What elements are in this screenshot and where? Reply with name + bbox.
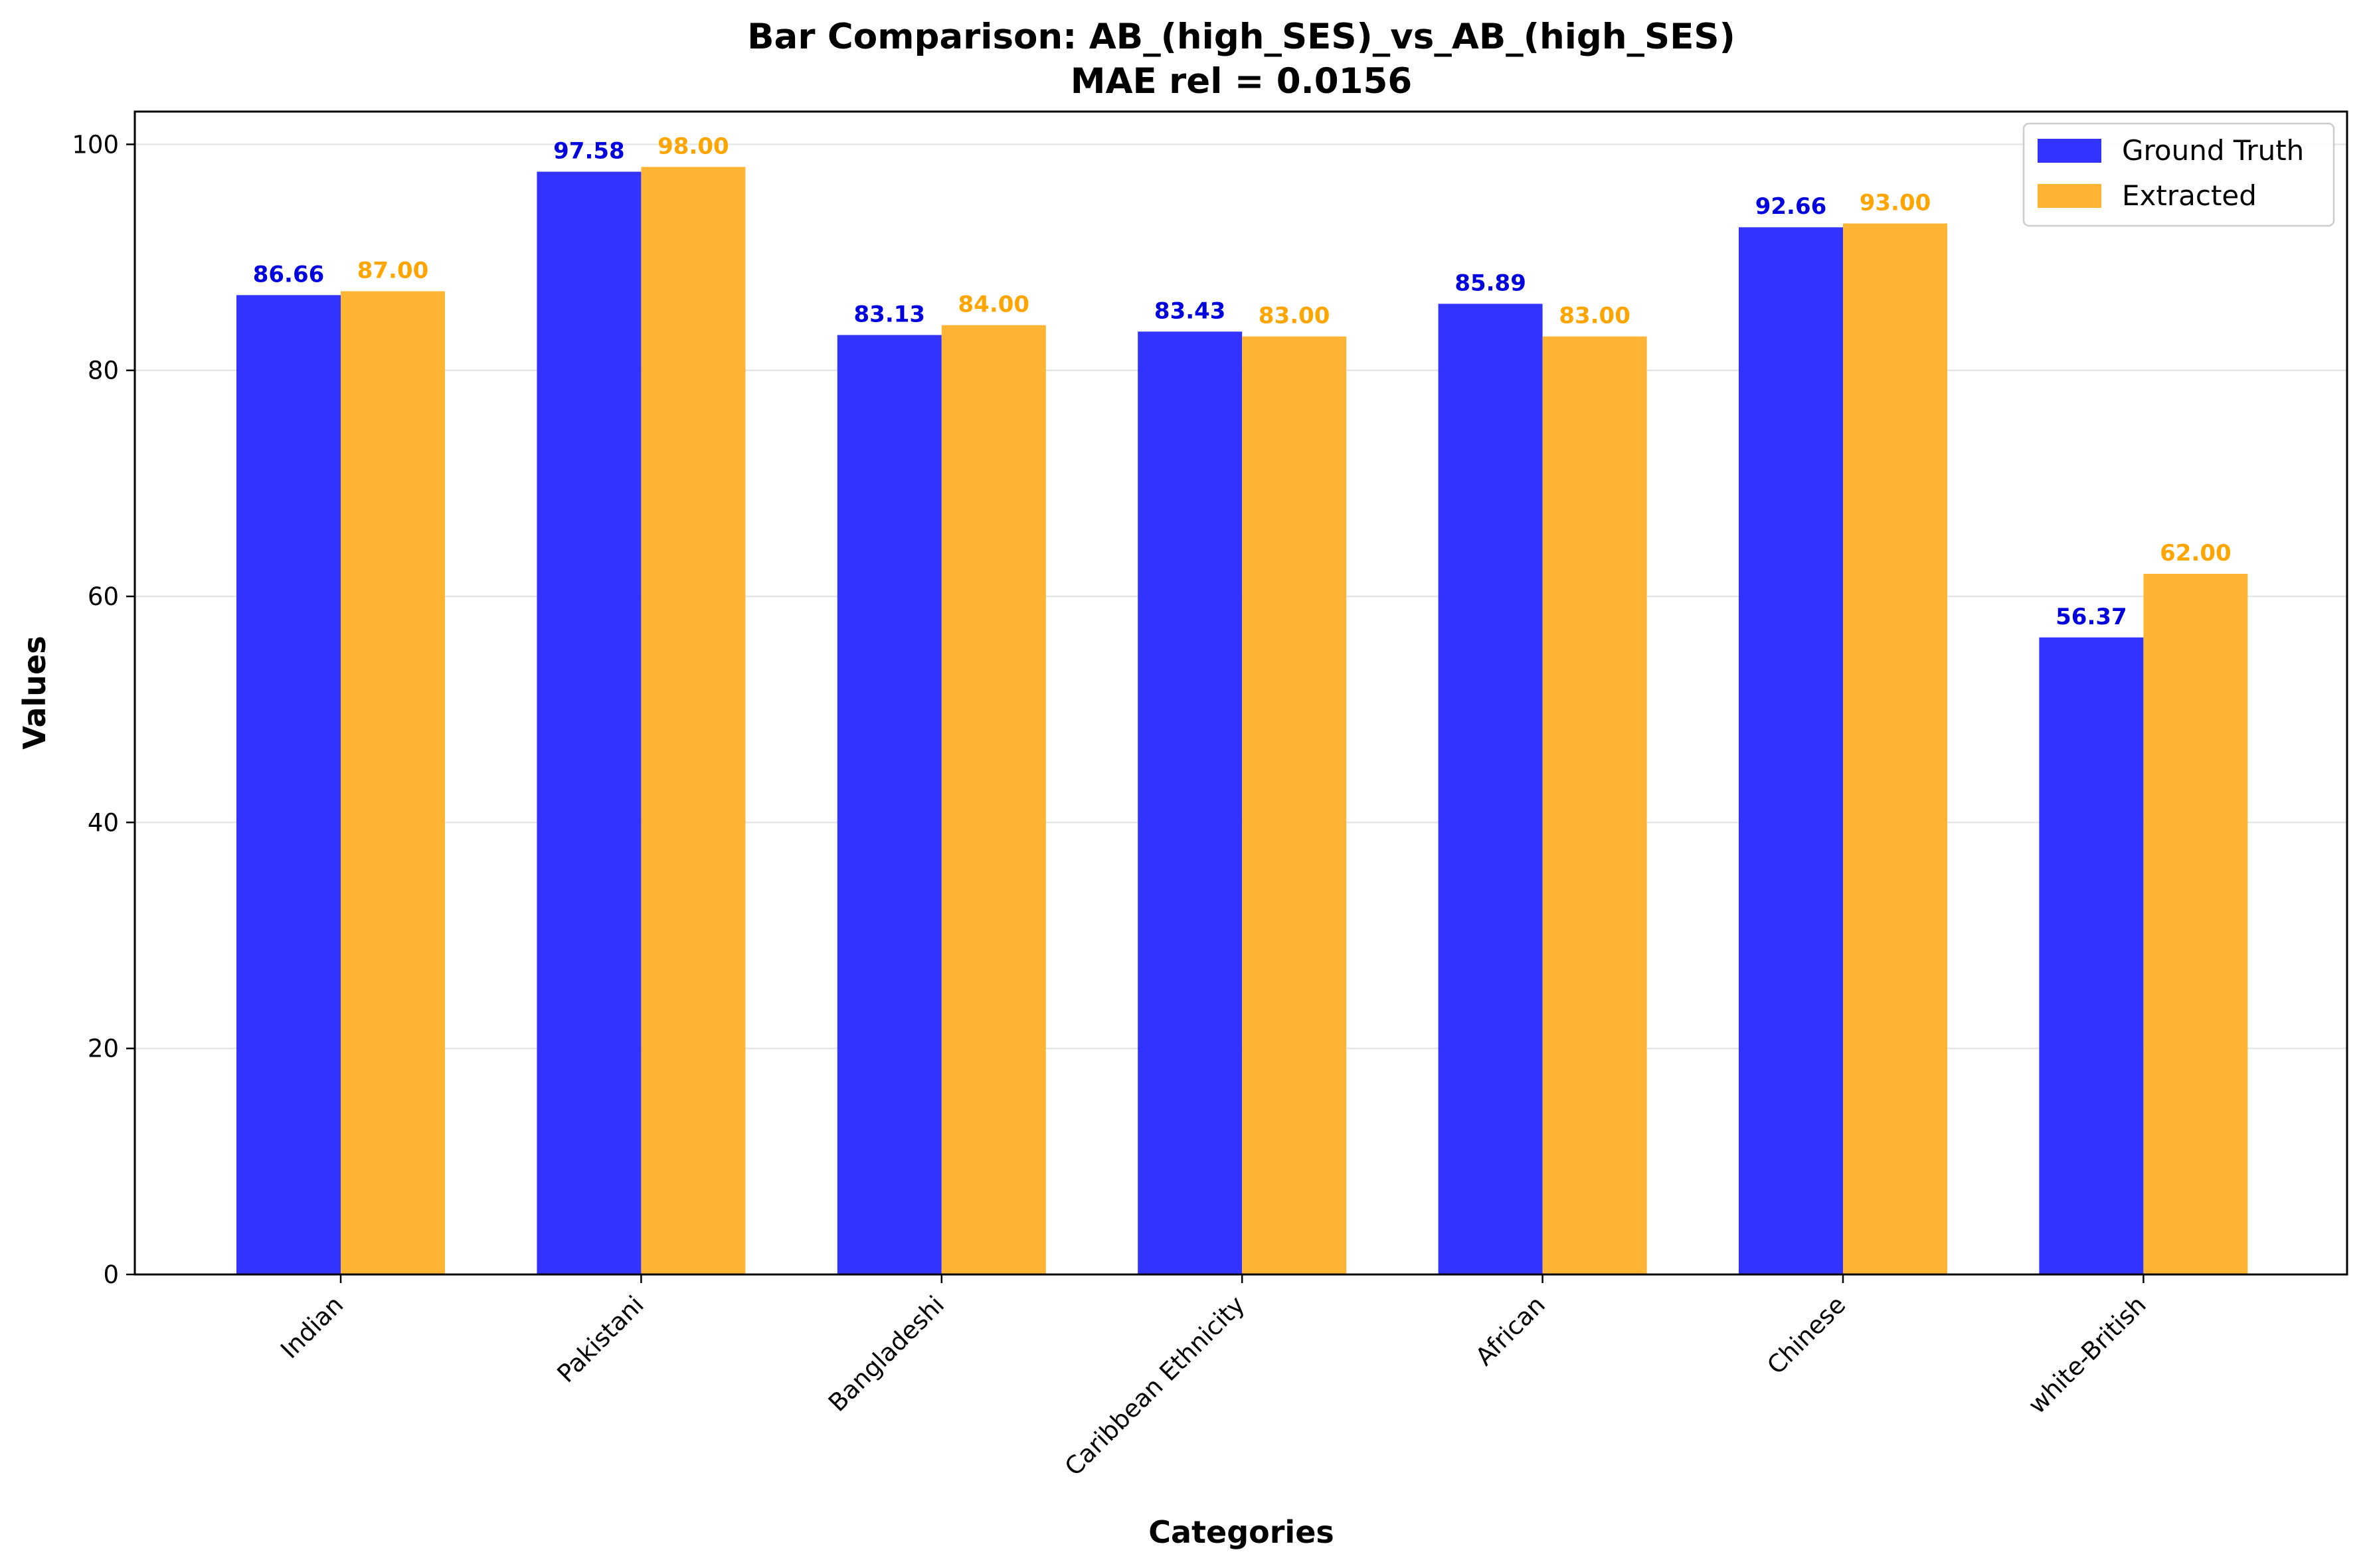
- value-labels: 86.66 87.00 97.58 98.00 83.13 84.00 83.43 83.00…: [253, 133, 2232, 630]
- y-axis-ticks: 0 20 40 60 80 100: [72, 130, 135, 1289]
- bar-value-label: 83.43: [1154, 298, 1226, 324]
- bar-extracted: [941, 325, 1046, 1274]
- bar-value-label: 93.00: [1860, 189, 1931, 216]
- bar-value-label: 62.00: [2160, 540, 2232, 566]
- legend-label: Extracted: [2122, 179, 2257, 212]
- chart-title: Bar Comparison: AB_(high_SES)_vs_AB_(hig…: [747, 17, 1735, 57]
- bar-ground-truth: [2039, 637, 2144, 1274]
- bar-value-label: 98.00: [658, 133, 729, 159]
- y-axis-label: Values: [17, 636, 52, 749]
- bar-extracted: [1542, 336, 1647, 1274]
- bar-extracted: [1843, 223, 1947, 1274]
- bar-extracted: [2143, 573, 2248, 1274]
- bar-extracted: [1242, 336, 1347, 1274]
- legend-swatch: [2038, 184, 2101, 208]
- plot-frame: [133, 110, 2348, 1276]
- legend-swatch: [2038, 139, 2101, 163]
- bar-ground-truth: [1138, 331, 1243, 1275]
- legend: Ground Truth Extracted: [2022, 122, 2335, 227]
- y-tick-label: 60: [88, 582, 119, 611]
- bar-value-label: 84.00: [958, 292, 1030, 318]
- bar-value-label: 83.00: [1259, 303, 1330, 329]
- bar-ground-truth: [537, 171, 642, 1275]
- bar-value-label: 87.00: [357, 258, 429, 284]
- bar-value-label: 86.66: [253, 261, 325, 288]
- bar-value-label: 85.89: [1454, 270, 1526, 296]
- bar-ground-truth: [1739, 227, 1843, 1275]
- bar-value-label: 97.58: [553, 138, 625, 165]
- y-tick-label: 80: [88, 357, 119, 385]
- bar-extracted: [341, 291, 445, 1274]
- chart-subtitle: MAE rel = 0.0156: [1071, 61, 1413, 102]
- y-tick-label: 40: [88, 808, 119, 837]
- bar-ground-truth: [236, 295, 341, 1275]
- y-tick-label: 100: [72, 130, 119, 159]
- bar-value-label: 92.66: [1755, 193, 1827, 220]
- bar-value-label: 83.13: [854, 301, 926, 327]
- y-tick-label: 20: [88, 1035, 119, 1063]
- bar-extracted: [641, 167, 746, 1274]
- bar-ground-truth: [1438, 304, 1543, 1274]
- bar-value-label: 83.00: [1559, 303, 1630, 329]
- y-tick-label: 0: [103, 1261, 119, 1289]
- x-axis-label: Categories: [1148, 1514, 1334, 1550]
- bar-value-label: 56.37: [2056, 604, 2127, 630]
- legend-label: Ground Truth: [2122, 134, 2304, 167]
- bars: [236, 167, 2248, 1275]
- bar-ground-truth: [837, 335, 942, 1274]
